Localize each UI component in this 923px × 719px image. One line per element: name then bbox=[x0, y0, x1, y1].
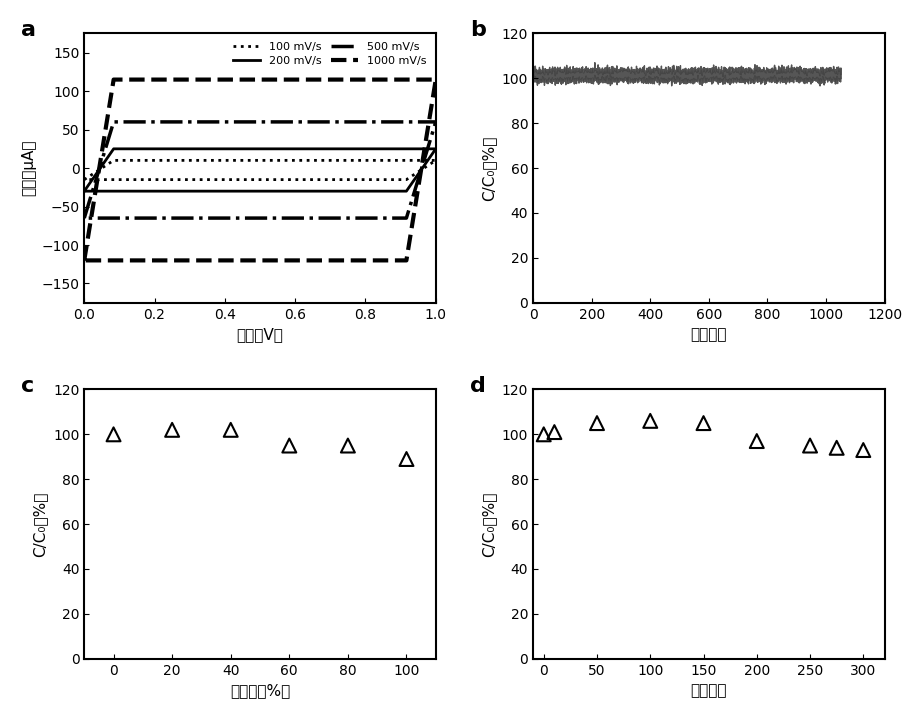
Point bbox=[536, 429, 551, 440]
Legend: 100 mV/s, 200 mV/s, 500 mV/s, 1000 mV/s: 100 mV/s, 200 mV/s, 500 mV/s, 1000 mV/s bbox=[229, 39, 430, 69]
Point bbox=[164, 424, 179, 436]
Text: a: a bbox=[21, 20, 36, 40]
X-axis label: 拉伸次数: 拉伸次数 bbox=[690, 683, 727, 698]
Point bbox=[856, 444, 870, 456]
Y-axis label: C/C₀（%）: C/C₀（%） bbox=[481, 491, 497, 557]
Point bbox=[590, 417, 605, 429]
Point bbox=[643, 415, 658, 426]
Point bbox=[829, 442, 844, 454]
Y-axis label: 电流（μA）: 电流（μA） bbox=[21, 139, 36, 196]
Point bbox=[223, 424, 238, 436]
X-axis label: 循环次数: 循环次数 bbox=[690, 327, 727, 342]
X-axis label: 拉伸量（%）: 拉伸量（%） bbox=[230, 683, 290, 698]
Point bbox=[399, 453, 414, 464]
X-axis label: 电压（V）: 电压（V） bbox=[236, 327, 283, 342]
Point bbox=[341, 440, 355, 452]
Point bbox=[803, 440, 818, 452]
Text: d: d bbox=[470, 376, 485, 396]
Y-axis label: C/C₀（%）: C/C₀（%） bbox=[32, 491, 47, 557]
Point bbox=[749, 435, 764, 446]
Point bbox=[282, 440, 296, 452]
Text: c: c bbox=[21, 376, 34, 396]
Point bbox=[547, 426, 562, 438]
Point bbox=[106, 429, 121, 440]
Point bbox=[696, 417, 711, 429]
Y-axis label: C/C₀（%）: C/C₀（%） bbox=[481, 135, 497, 201]
Text: b: b bbox=[470, 20, 485, 40]
